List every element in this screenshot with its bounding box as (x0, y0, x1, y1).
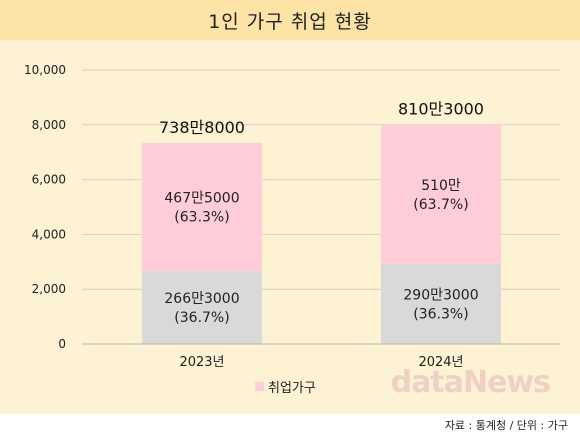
chart-title: 1인 가구 취업 현황 (208, 10, 372, 33)
data-label: (63.3%) (174, 209, 229, 225)
data-label: 467만5000 (164, 190, 239, 206)
y-tick-label: 2,000 (32, 282, 66, 296)
legend-marker (255, 382, 264, 391)
total-label: 738만8000 (159, 118, 245, 137)
bar-segment (381, 124, 501, 265)
y-tick-label: 0 (58, 337, 66, 351)
bar-segment (142, 142, 262, 272)
bar-segment (142, 271, 262, 344)
data-label: 266만3000 (164, 291, 239, 307)
total-label: 810만3000 (398, 100, 484, 119)
source-note: 자료 : 통계청 / 단위 : 가구 (444, 419, 568, 432)
x-tick-label: 2024년 (418, 355, 463, 370)
y-tick-label: 10,000 (24, 63, 66, 77)
data-label: (36.7%) (174, 310, 229, 326)
x-tick-label: 2023년 (179, 355, 224, 370)
watermark-logo: dataNews (390, 365, 551, 400)
data-label: 290만3000 (403, 288, 478, 304)
y-tick-label: 8,000 (32, 118, 66, 132)
y-tick-label: 6,000 (32, 173, 66, 187)
y-tick-label: 4,000 (32, 227, 66, 241)
bar-segment (381, 264, 501, 344)
data-label: (36.3%) (413, 307, 468, 323)
data-label: 510만 (421, 178, 461, 194)
legend-label: 취업가구 (268, 381, 316, 396)
title-bar: 1인 가구 취업 현황 (0, 0, 580, 40)
chart: 0 2,000 4,000 6,000 8,000 10,000 266만3000 (36.7… (24, 63, 560, 396)
data-label: (63.7%) (413, 197, 468, 213)
